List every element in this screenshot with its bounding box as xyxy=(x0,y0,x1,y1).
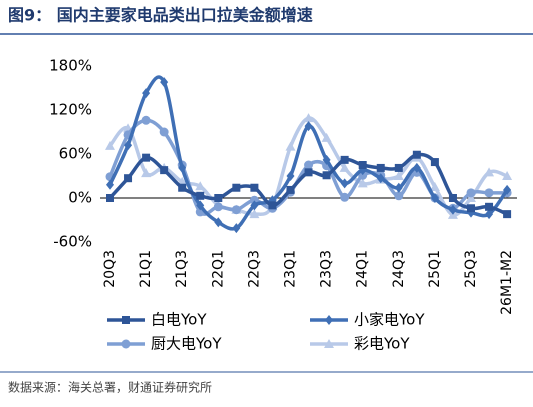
data-point xyxy=(429,182,440,191)
y-tick-label: 60% xyxy=(59,145,92,163)
data-point xyxy=(358,161,367,169)
legend-marker xyxy=(122,316,130,324)
data-point xyxy=(231,205,241,215)
data-point xyxy=(106,179,114,190)
data-point xyxy=(448,204,457,215)
legend-label: 白电YoY xyxy=(151,311,207,329)
data-point xyxy=(232,223,241,234)
data-point xyxy=(376,173,385,184)
legend-marker xyxy=(325,315,333,325)
data-point xyxy=(160,77,169,88)
data-point xyxy=(196,191,205,200)
x-tick-label: 22Q1 xyxy=(210,250,226,288)
data-point xyxy=(394,191,404,201)
data-point xyxy=(195,181,206,191)
x-tick-label: 21Q3 xyxy=(174,250,190,288)
data-point xyxy=(286,171,295,181)
data-point xyxy=(249,209,260,219)
data-point xyxy=(321,132,332,142)
data-point xyxy=(303,113,314,123)
data-point xyxy=(503,184,512,195)
data-point xyxy=(141,168,152,178)
data-point xyxy=(412,162,421,173)
x-tick-label: 25Q3 xyxy=(463,250,479,288)
data-point xyxy=(159,127,169,137)
data-point xyxy=(430,193,439,203)
data-point xyxy=(484,188,494,198)
data-point xyxy=(141,115,151,125)
data-point xyxy=(213,202,223,212)
x-tick-label: 22Q3 xyxy=(246,250,262,288)
y-tick-label: 180% xyxy=(49,57,92,75)
x-tick-label: 21Q1 xyxy=(138,250,154,288)
data-point xyxy=(466,188,476,198)
data-point xyxy=(340,192,350,202)
data-point xyxy=(232,183,241,192)
data-point xyxy=(394,182,403,193)
y-tick-label: 0% xyxy=(68,189,92,207)
y-tick-label: -60% xyxy=(53,233,92,251)
data-point xyxy=(322,154,331,165)
data-point xyxy=(106,194,114,202)
data-point xyxy=(448,194,457,202)
data-point xyxy=(178,183,187,192)
data-point xyxy=(412,150,421,159)
data-point xyxy=(503,210,512,219)
data-point xyxy=(214,194,223,202)
data-point xyxy=(485,209,494,220)
x-tick-label: 23Q1 xyxy=(283,250,299,288)
data-point xyxy=(196,200,205,211)
series-line xyxy=(108,75,509,231)
data-point xyxy=(394,163,403,172)
data-point xyxy=(124,174,133,183)
data-point xyxy=(340,178,349,189)
x-tick-label: 24Q1 xyxy=(355,250,371,288)
y-tick-label: 120% xyxy=(49,101,92,119)
x-tick-label: 26M1-M2 xyxy=(499,250,515,315)
x-tick-label: 20Q3 xyxy=(102,250,118,288)
data-point xyxy=(124,140,133,151)
legend-marker xyxy=(121,339,131,349)
data-point xyxy=(142,88,151,99)
data-point xyxy=(105,140,115,150)
data-point xyxy=(376,163,385,172)
data-point xyxy=(467,204,475,213)
x-tick-label: 24Q3 xyxy=(391,250,407,288)
data-point xyxy=(322,171,331,180)
legend-marker xyxy=(324,339,334,348)
data-point xyxy=(250,200,259,211)
data-point xyxy=(304,168,313,177)
data-point xyxy=(339,162,350,172)
chart-title: 图9： 国内主要家电品类出口拉美金额增速 xyxy=(8,6,313,25)
data-point xyxy=(393,171,404,180)
data-point xyxy=(142,153,151,162)
data-point xyxy=(160,166,169,175)
legend-label: 厨大电YoY xyxy=(151,335,222,353)
data-point xyxy=(250,183,259,192)
data-point xyxy=(286,185,295,194)
legend-label: 小家电YoY xyxy=(354,311,425,329)
data-point xyxy=(357,178,368,188)
x-tick-label: 23Q3 xyxy=(319,250,335,288)
data-point xyxy=(268,201,277,210)
source: 数据来源：海关总署，财通证券研究所 xyxy=(8,380,212,395)
data-point xyxy=(178,162,187,173)
data-point xyxy=(304,160,314,170)
data-point xyxy=(304,121,313,132)
data-point xyxy=(485,202,494,211)
data-point xyxy=(285,141,296,151)
legend-label: 彩电YoY xyxy=(354,335,410,353)
data-point xyxy=(340,155,349,164)
data-point xyxy=(430,158,439,167)
x-tick-label: 25Q1 xyxy=(427,250,443,288)
data-point xyxy=(214,217,223,228)
data-point xyxy=(502,171,513,180)
data-point xyxy=(484,167,495,177)
data-point xyxy=(466,193,476,202)
